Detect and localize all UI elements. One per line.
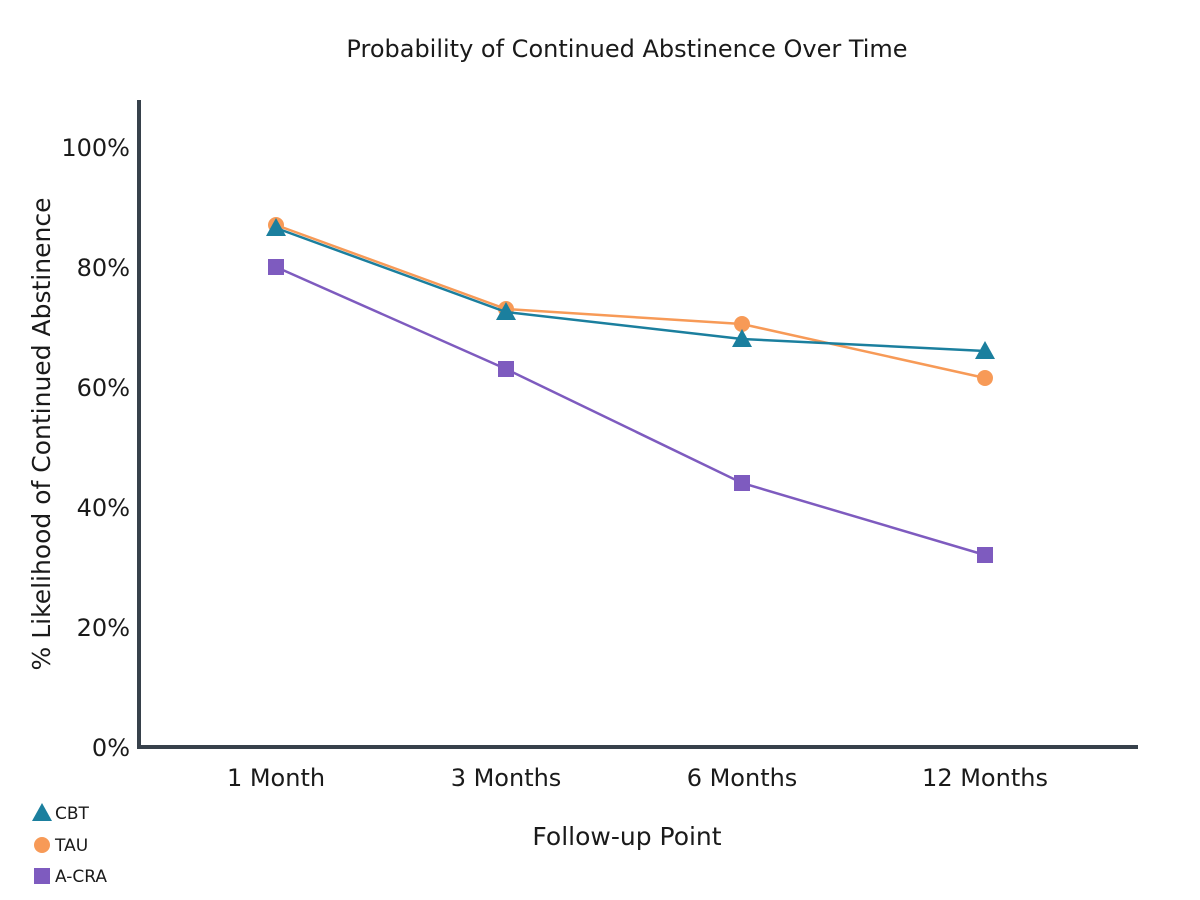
a-cra-point: [268, 259, 284, 275]
legend-cbt-point: [32, 803, 52, 821]
legend-tau-point: [34, 837, 50, 853]
legend-label: TAU: [54, 836, 88, 856]
y-tick-label: 40%: [77, 494, 130, 522]
cbt-point: [496, 302, 516, 320]
y-tick-label: 20%: [77, 614, 130, 642]
x-tick-label: 1 Month: [227, 764, 325, 792]
a-cra-point: [977, 547, 993, 563]
a-cra-point: [734, 475, 750, 491]
legend-item-tau: TAU: [34, 836, 88, 856]
series-layer: [266, 217, 995, 563]
cbt-line: [275, 226, 986, 353]
legend-label: CBT: [55, 804, 90, 824]
tau-point: [977, 370, 993, 386]
y-tick-label: 0%: [92, 734, 130, 762]
series-cbt: [266, 218, 995, 359]
legend-a-cra-point: [34, 868, 50, 884]
series-tau: [268, 217, 993, 386]
x-axis-ticks: 1 Month 3 Months 6 Months 12 Months: [227, 764, 1048, 792]
legend-label: A-CRA: [55, 867, 107, 887]
legend-item-cbt: CBT: [32, 803, 90, 824]
y-axis-label: % Likelihood of Continued Abstinence: [27, 198, 56, 671]
cbt-point: [975, 341, 995, 359]
series-a-cra: [268, 259, 993, 563]
y-tick-label: 60%: [77, 374, 130, 402]
legend-item-a-cra: A-CRA: [34, 867, 107, 887]
y-tick-label: 80%: [77, 254, 130, 282]
x-tick-label: 3 Months: [451, 764, 562, 792]
legend: CBT TAU A-CRA: [32, 803, 107, 887]
x-tick-label: 12 Months: [922, 764, 1048, 792]
x-axis-label: Follow-up Point: [532, 822, 721, 851]
a-cra-line: [275, 265, 986, 557]
tau-line: [275, 223, 986, 380]
cbt-point: [266, 218, 286, 236]
y-tick-label: 100%: [61, 134, 130, 162]
x-tick-label: 6 Months: [687, 764, 798, 792]
chart-title: Probability of Continued Abstinence Over…: [346, 35, 907, 63]
cbt-point: [732, 329, 752, 347]
a-cra-point: [498, 361, 514, 377]
tau-point: [734, 316, 750, 332]
y-axis-ticks: 0% 20% 40% 60% 80% 100%: [61, 134, 130, 762]
